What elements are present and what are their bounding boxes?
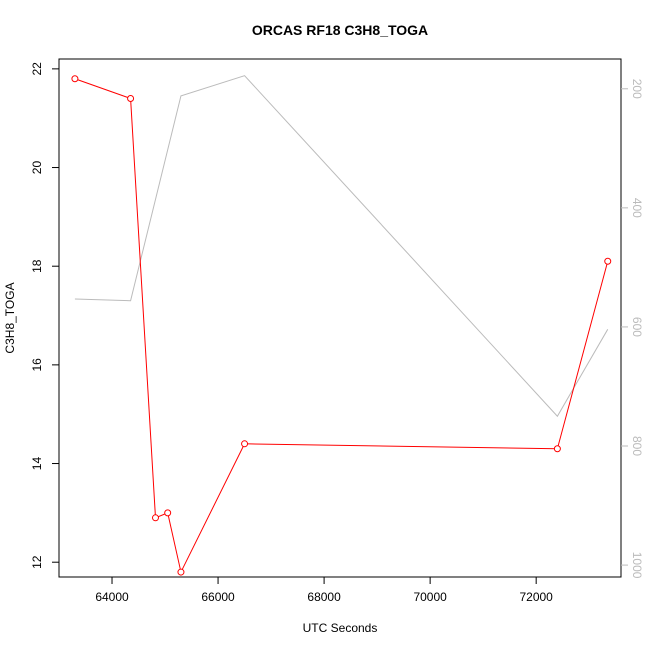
plot-frame <box>58 58 622 578</box>
data-point <box>604 257 612 265</box>
y-tick-label: 20 <box>30 161 44 175</box>
y-tick-label: 12 <box>30 555 44 569</box>
y-axis: 12 14 16 18 20 22 <box>30 62 59 569</box>
x-tick-label: 72000 <box>519 590 553 604</box>
secondary-y-tick-label: 600 <box>630 317 644 337</box>
secondary-y-tick-label: 1000 <box>630 552 644 579</box>
secondary-y-axis: 200 400 600 800 1000 <box>621 79 644 579</box>
y-tick-label: 18 <box>30 259 44 273</box>
data-point <box>164 509 172 517</box>
secondary-y-tick-label: 800 <box>630 436 644 456</box>
secondary-series-line <box>74 75 609 418</box>
primary-series-line <box>74 78 609 574</box>
secondary-y-tick-label: 200 <box>630 79 644 99</box>
x-tick-label: 70000 <box>413 590 447 604</box>
x-axis-label: UTC Seconds <box>303 621 378 635</box>
y-axis-label: C3H8_TOGA <box>3 282 17 353</box>
y-tick-label: 16 <box>30 358 44 372</box>
data-point <box>241 440 249 448</box>
x-tick-label: 66000 <box>201 590 235 604</box>
data-point <box>151 514 159 522</box>
y-tick-label: 14 <box>30 457 44 471</box>
data-point <box>71 75 79 83</box>
x-tick-label: 64000 <box>95 590 129 604</box>
secondary-y-tick-label: 400 <box>630 198 644 218</box>
data-point <box>177 568 185 576</box>
data-point <box>127 94 135 102</box>
series-layer <box>71 75 612 576</box>
chart-title: ORCAS RF18 C3H8_TOGA <box>252 22 428 38</box>
x-axis: 64000 66000 68000 70000 72000 <box>95 577 553 604</box>
data-point <box>553 445 561 453</box>
y-tick-label: 22 <box>30 62 44 76</box>
x-tick-label: 68000 <box>307 590 341 604</box>
